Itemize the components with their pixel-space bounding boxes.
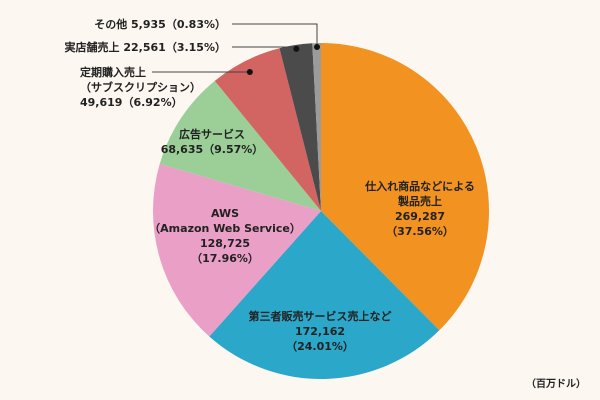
pie-slice-5 — [279, 43, 321, 211]
leader-dot — [246, 69, 253, 75]
pie-slice-1 — [209, 211, 440, 380]
pie-slice-4 — [214, 48, 321, 211]
slice-label-2: AWS （Amazon Web Service） 128,725 （17.96%） — [149, 207, 301, 265]
leader-dot — [293, 45, 300, 52]
pie-slice-2 — [153, 163, 321, 337]
leader-line — [232, 23, 318, 48]
pie-slice-3 — [159, 80, 321, 212]
unit-label: （百万ドル） — [526, 379, 586, 390]
pie-slice-6 — [312, 43, 321, 211]
slice-label-3: 広告サービス 68,635（9.57%） — [161, 127, 264, 156]
slice-label-6: その他 5,935（0.83%） — [94, 17, 226, 31]
pie-slice-0 — [321, 43, 489, 331]
slice-label-4: 定期購入売上（サブスクリプション） 49,619（6.92%） — [80, 65, 201, 109]
slice-label-1: 第三者販売サービス売上など 172,162 （24.01%） — [249, 309, 392, 353]
slice-label-0: 仕入れ商品などによる製品売上 269,287 （37.56%） — [364, 179, 475, 238]
slice-label-5: 実店舗売上 22,561（3.15%） — [65, 40, 226, 54]
leader-dot — [314, 44, 320, 51]
